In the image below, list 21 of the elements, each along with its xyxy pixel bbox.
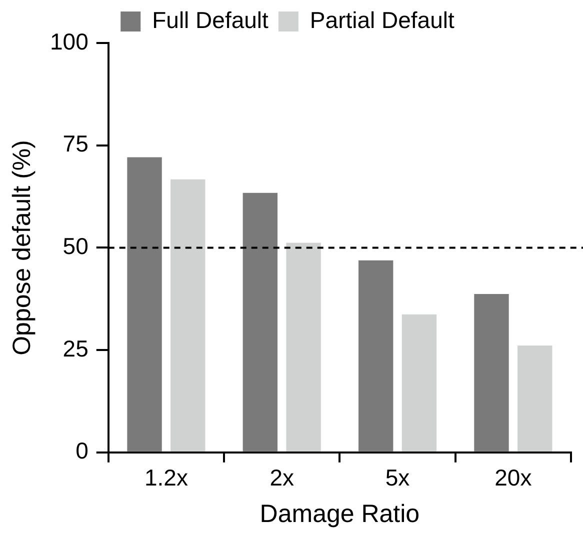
bar [518,346,552,452]
x-axis-title: Damage Ratio [260,500,420,528]
bar [242,192,278,452]
y-tick-label: 25 [62,335,88,362]
y-tick-label: 0 [76,438,88,464]
bar [170,179,206,452]
bar [402,314,437,452]
x-tick-label: 20x [494,464,532,491]
x-tick-label: 5x [385,464,410,491]
bar [127,157,162,452]
x-tick-label: 2x [270,464,294,491]
bar [286,242,321,452]
y-tick-label: 75 [62,130,88,157]
y-axis-title: Oppose default (%) [8,140,36,356]
x-tick-label: 1.2x [144,464,188,491]
legend-label: Full Default [152,6,270,33]
bar [474,294,509,452]
legend-label: Partial Default [310,6,455,33]
bar [358,260,394,452]
y-tick-label: 100 [50,28,88,54]
y-tick-label: 50 [62,233,88,260]
